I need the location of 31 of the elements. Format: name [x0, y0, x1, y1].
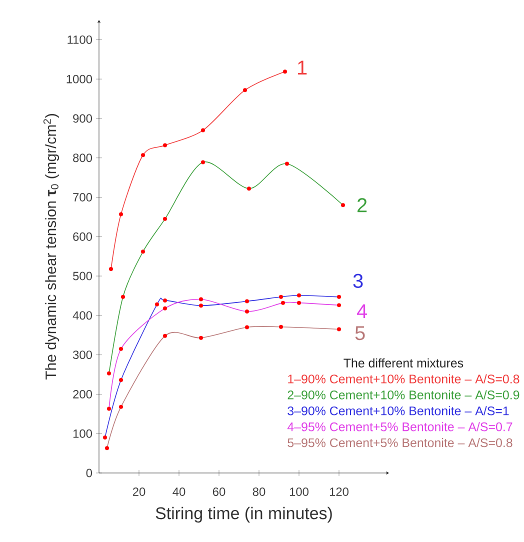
y-tick-label: 1000	[66, 74, 92, 84]
y-tick-label: 200	[73, 390, 92, 398]
y-tick-label: 800	[73, 154, 92, 162]
y-tick-label: 1100	[68, 35, 92, 44]
y-axis-title: The dynamic shear tension τ$_{0}$ (mgr/cm$^{2}$)	[43, 114, 60, 380]
x-axis-title: Stiring time (in minutes)	[156, 506, 332, 523]
annotation: 2	[358, 198, 367, 212]
y-tick-label: 600	[73, 232, 92, 241]
y-tick-label: 900	[73, 114, 92, 123]
x-tick-label: 40	[172, 488, 186, 496]
annotation: 4	[356, 304, 368, 318]
x-tick-label: 120	[330, 488, 349, 496]
x-tick-label: 20	[132, 488, 146, 496]
y-tick-label: 300	[72, 350, 92, 360]
x-tick-label: 80	[252, 488, 266, 496]
y-tick-label: 0	[86, 468, 92, 478]
legend-title: The different mixtures	[344, 358, 464, 368]
text: 5–95% Cement+5% Bentonite – A/S=0.8	[288, 438, 512, 448]
annotation: 1	[298, 60, 307, 74]
text: 1–90% Cement+10% Bentonite – A/S=0.8	[288, 374, 520, 384]
text: 3–90% Cement+10% Bentonite – A/S=1	[288, 406, 509, 416]
text: 4–95% Cement+5% Bentonite – A/S=0.7	[287, 422, 512, 432]
y-tick-label: 700	[73, 193, 92, 202]
y-tick-label: 100	[73, 429, 92, 438]
x-tick-label: 100	[290, 488, 309, 496]
y-tick-label: 500	[73, 272, 92, 280]
annotation: 5	[355, 326, 365, 340]
y-tick-label: 400	[72, 311, 92, 320]
text: 2–90% Cement+10% Bentonite – A/S=0.9	[288, 390, 520, 400]
annotation: 3	[353, 274, 363, 288]
x-tick-label: 60	[212, 488, 226, 496]
